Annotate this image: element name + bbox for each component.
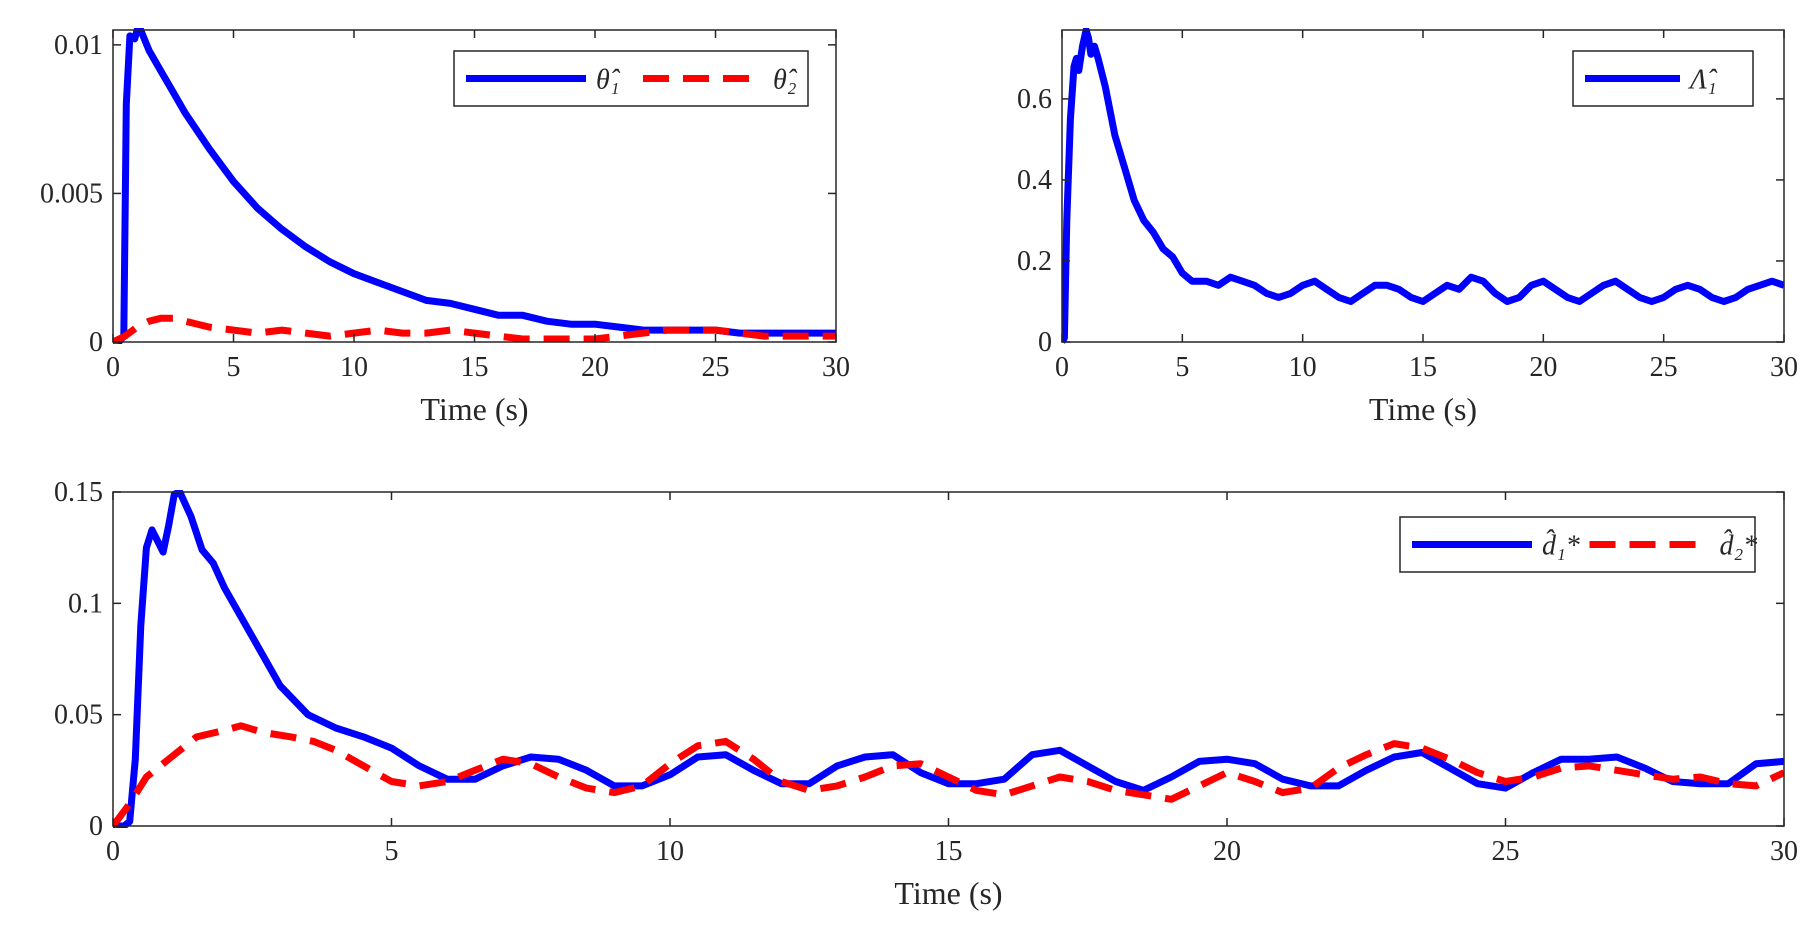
legend-label-2: d̂₂* bbox=[1720, 530, 1758, 562]
x-tick-label: 10 bbox=[340, 352, 368, 383]
legend-label-1: Λ̂₁ bbox=[1687, 65, 1718, 96]
x-tick-label: 15 bbox=[461, 352, 489, 383]
y-tick-label: 0.01 bbox=[54, 30, 103, 61]
x-tick-label: 25 bbox=[702, 352, 730, 383]
x-axis-label: Time (s) bbox=[894, 875, 1002, 911]
x-tick-label: 0 bbox=[106, 352, 120, 383]
series-line-2 bbox=[113, 722, 1784, 828]
x-tick-label: 5 bbox=[1175, 352, 1189, 383]
x-tick-label: 15 bbox=[935, 836, 963, 867]
x-tick-label: 25 bbox=[1492, 836, 1520, 867]
x-tick-label: 30 bbox=[822, 352, 850, 383]
x-tick-label: 15 bbox=[1409, 352, 1437, 383]
subplot-3: 0 5 10 15 20 25 30 0 0.05 0.1 0.15 Time (s) d̂₁* d̂₂* bbox=[54, 477, 1798, 911]
legend-label-1: θ̂₁ bbox=[596, 65, 621, 96]
legend: Λ̂₁ bbox=[1572, 50, 1754, 107]
series-line-1 bbox=[1062, 28, 1784, 344]
y-tick-label: 0.1 bbox=[68, 588, 103, 619]
y-tick-label: 0 bbox=[1038, 327, 1052, 358]
y-tick-label: 0.6 bbox=[1017, 84, 1052, 115]
y-tick-label: 0 bbox=[89, 811, 103, 842]
x-tick-label: 5 bbox=[385, 836, 399, 867]
x-tick-label: 10 bbox=[656, 836, 684, 867]
x-tick-label: 10 bbox=[1289, 352, 1317, 383]
x-axis-label: Time (s) bbox=[420, 391, 528, 427]
legend: θ̂₁ θ̂₂ bbox=[453, 50, 809, 107]
y-tick-label: 0.005 bbox=[40, 178, 103, 209]
y-tick-label: 0.05 bbox=[54, 700, 103, 731]
x-tick-label: 0 bbox=[106, 836, 120, 867]
x-tick-label: 5 bbox=[227, 352, 241, 383]
y-tick-label: 0.15 bbox=[54, 477, 103, 508]
legend-label-1: d̂₁* bbox=[1542, 530, 1580, 562]
x-tick-label: 20 bbox=[581, 352, 609, 383]
x-axis-label: Time (s) bbox=[1369, 391, 1477, 427]
subplot-1: 0 5 10 15 20 25 30 0 0.005 0.01 Time (s) θ̂₁ θ̂₂ bbox=[40, 28, 850, 427]
y-tick-label: 0.4 bbox=[1017, 165, 1052, 196]
x-tick-label: 20 bbox=[1213, 836, 1241, 867]
x-tick-label: 30 bbox=[1770, 352, 1798, 383]
x-tick-label: 30 bbox=[1770, 836, 1798, 867]
y-tick-label: 0 bbox=[89, 327, 103, 358]
series-line-2 bbox=[113, 314, 836, 344]
legend-label-2: θ̂₂ bbox=[773, 65, 798, 96]
legend: d̂₁* d̂₂* bbox=[1399, 516, 1758, 573]
x-tick-label: 20 bbox=[1529, 352, 1557, 383]
x-tick-label: 25 bbox=[1650, 352, 1678, 383]
x-tick-label: 0 bbox=[1055, 352, 1069, 383]
y-tick-label: 0.2 bbox=[1017, 246, 1052, 277]
subplot-2: 0 5 10 15 20 25 30 0 0.2 0.4 0.6 Time (s) Λ̂₁ bbox=[1017, 28, 1798, 427]
